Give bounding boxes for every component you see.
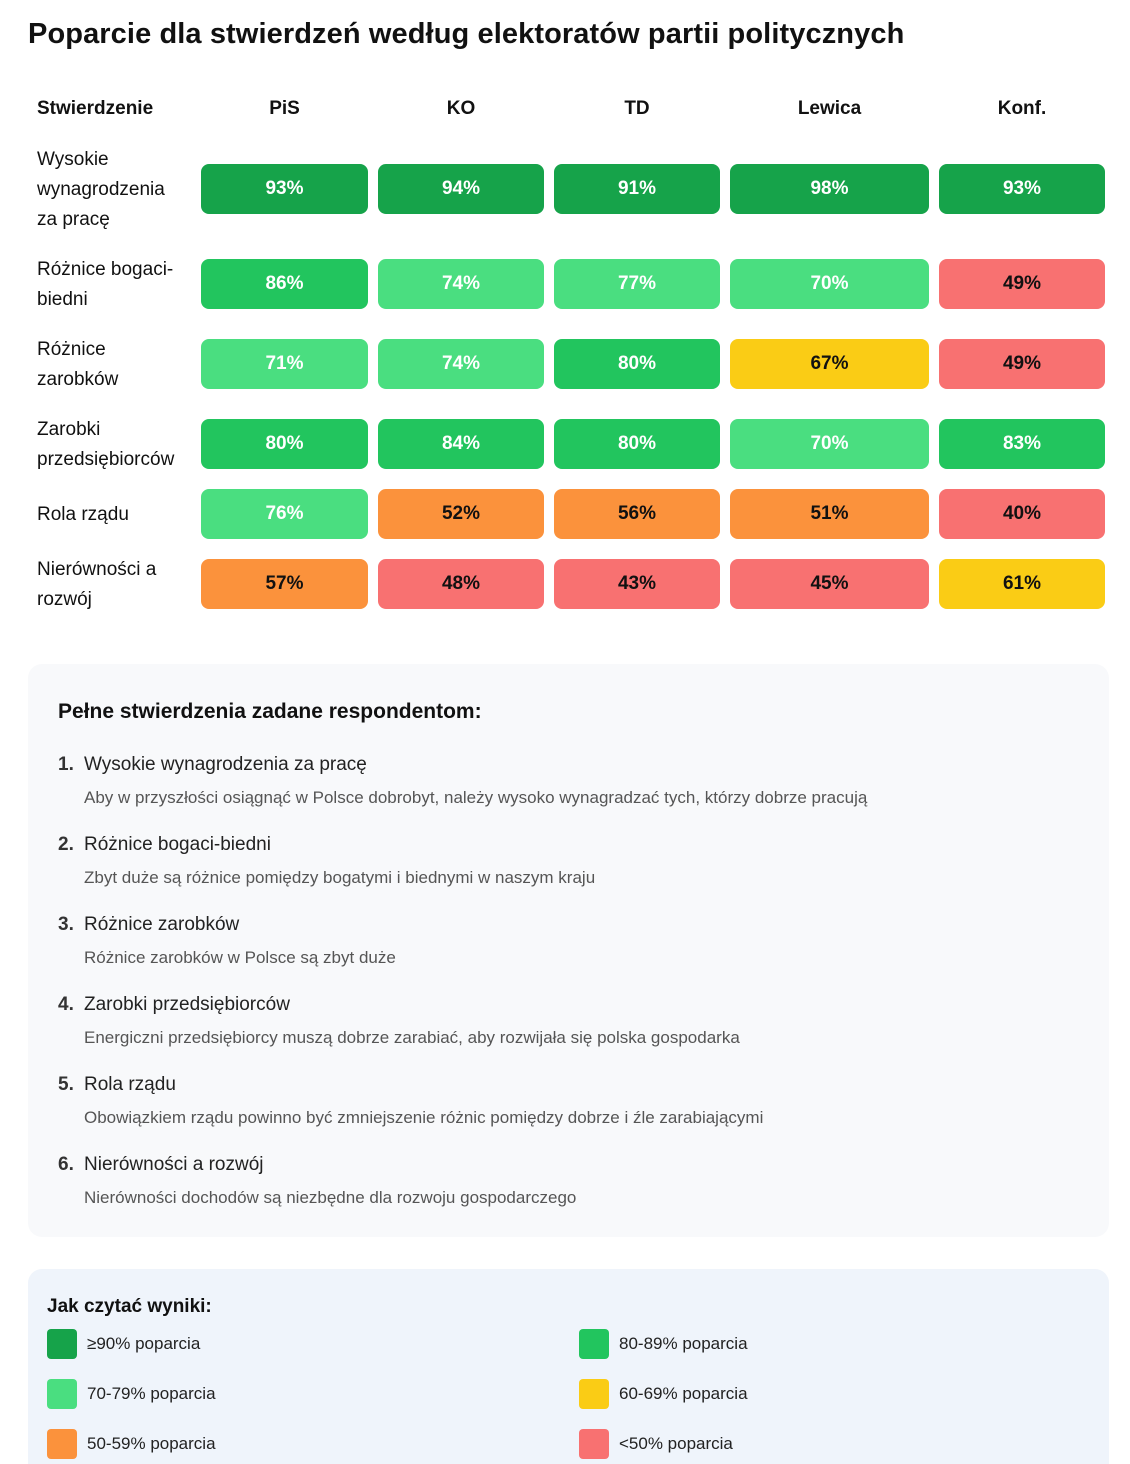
heatmap-cell-ko-row2: 74% <box>378 259 544 309</box>
heatmap-cell-pis-row4: 80% <box>201 419 368 469</box>
heatmap-cell-ko-row5: 52% <box>378 489 544 539</box>
heatmap-cell-pis-row3: 71% <box>201 339 368 389</box>
heatmap-cell-lewica-row5: 51% <box>730 489 929 539</box>
statement-number: 6. <box>58 1154 74 1175</box>
row-label-6: Nierówności a rozwój <box>37 559 157 610</box>
heatmap-cell-konf-row5: 40% <box>939 489 1105 539</box>
column-header-ko: KO <box>446 98 476 119</box>
statement-full: Zbyt duże są różnice pomiędzy bogatymi i… <box>84 868 596 887</box>
row-label-4: Zarobki przedsiębiorców <box>37 419 175 470</box>
heatmap-cell-ko-row6: 48% <box>378 559 544 609</box>
heatmap-cell-td-row5: 56% <box>554 489 720 539</box>
heatmap-cell-td-row1: 91% <box>554 164 720 214</box>
heatmap-cell-konf-row2: 49% <box>939 259 1105 309</box>
heatmap-cell-konf-row3: 49% <box>939 339 1105 389</box>
legend-panel: Jak czytać wyniki: ≥90% poparcia 80-89% … <box>28 1269 1109 1464</box>
statements-title: Pełne stwierdzenia zadane respondentom: <box>58 700 482 723</box>
legend-label: ≥90% poparcia <box>87 1334 201 1353</box>
heatmap-cell-lewica-row6: 45% <box>730 559 929 609</box>
column-header-lewica: Lewica <box>797 98 862 119</box>
statement-full: Obowiązkiem rządu powinno być zmniejszen… <box>84 1108 764 1127</box>
column-header-td: TD <box>624 98 650 119</box>
heatmap-cell-td-row4: 80% <box>554 419 720 469</box>
heatmap-cell-konf-row4: 83% <box>939 419 1105 469</box>
statement-short: Nierówności a rozwój <box>84 1154 264 1175</box>
legend-swatch <box>47 1329 77 1359</box>
heatmap-cell-konf-row1: 93% <box>939 164 1105 214</box>
statement-full: Energiczni przedsiębiorcy muszą dobrze z… <box>84 1028 740 1047</box>
row-label-1: Wysokie wynagrodzenia za pracę <box>37 149 165 230</box>
heatmap-cell-td-row3: 80% <box>554 339 720 389</box>
legend-title: Jak czytać wyniki: <box>47 1296 212 1317</box>
legend-label: 60-69% poparcia <box>619 1384 748 1403</box>
heatmap-cell-pis-row2: 86% <box>201 259 368 309</box>
heatmap-cell-pis-row1: 93% <box>201 164 368 214</box>
heatmap-cell-lewica-row2: 70% <box>730 259 929 309</box>
statement-short: Rola rządu <box>84 1074 176 1095</box>
heatmap-cell-pis-row5: 76% <box>201 489 368 539</box>
legend-swatch <box>47 1429 77 1459</box>
row-label-3: Różnice zarobków <box>37 339 119 390</box>
row-label-5: Rola rządu <box>37 504 129 525</box>
legend-swatch <box>47 1379 77 1409</box>
statement-full: Różnice zarobków w Polsce są zbyt duże <box>84 948 396 967</box>
page-title: Poparcie dla stwierdzeń według elektorat… <box>28 18 905 50</box>
statement-short: Różnice zarobków <box>84 914 240 935</box>
legend-label: 70-79% poparcia <box>87 1384 216 1403</box>
heatmap-cell-td-row6: 43% <box>554 559 720 609</box>
statements-panel: Pełne stwierdzenia zadane respondentom: … <box>28 664 1109 1237</box>
statement-number: 1. <box>58 754 74 775</box>
legend-label: 80-89% poparcia <box>619 1334 748 1353</box>
legend-swatch <box>579 1329 609 1359</box>
statement-short: Różnice bogaci-biedni <box>84 834 271 855</box>
statement-number: 4. <box>58 994 74 1015</box>
legend-label: <50% poparcia <box>619 1434 733 1453</box>
column-header-pis: PiS <box>269 98 300 119</box>
heatmap-cell-lewica-row3: 67% <box>730 339 929 389</box>
legend-label: 50-59% poparcia <box>87 1434 216 1453</box>
legend-swatch <box>579 1379 609 1409</box>
statement-short: Wysokie wynagrodzenia za pracę <box>84 754 367 775</box>
statement-full: Aby w przyszłości osiągnąć w Polsce dobr… <box>84 788 868 807</box>
heatmap-cell-lewica-row4: 70% <box>730 419 929 469</box>
statement-number: 5. <box>58 1074 74 1095</box>
statement-number: 2. <box>58 834 74 855</box>
column-header-statement: Stwierdzenie <box>37 98 154 119</box>
heatmap-cell-ko-row3: 74% <box>378 339 544 389</box>
heatmap-cell-konf-row6: 61% <box>939 559 1105 609</box>
statement-short: Zarobki przedsiębiorców <box>84 994 290 1015</box>
row-label-2: Różnice bogaci-biedni <box>37 259 174 310</box>
statement-full: Nierówności dochodów są niezbędne dla ro… <box>84 1188 577 1207</box>
column-header-konf: Konf. <box>997 98 1047 119</box>
heatmap-cell-ko-row4: 84% <box>378 419 544 469</box>
legend-swatch <box>579 1429 609 1459</box>
statement-number: 3. <box>58 914 74 935</box>
heatmap-cell-pis-row6: 57% <box>201 559 368 609</box>
heatmap-cell-td-row2: 77% <box>554 259 720 309</box>
heatmap-cell-lewica-row1: 98% <box>730 164 929 214</box>
heatmap-cell-ko-row1: 94% <box>378 164 544 214</box>
